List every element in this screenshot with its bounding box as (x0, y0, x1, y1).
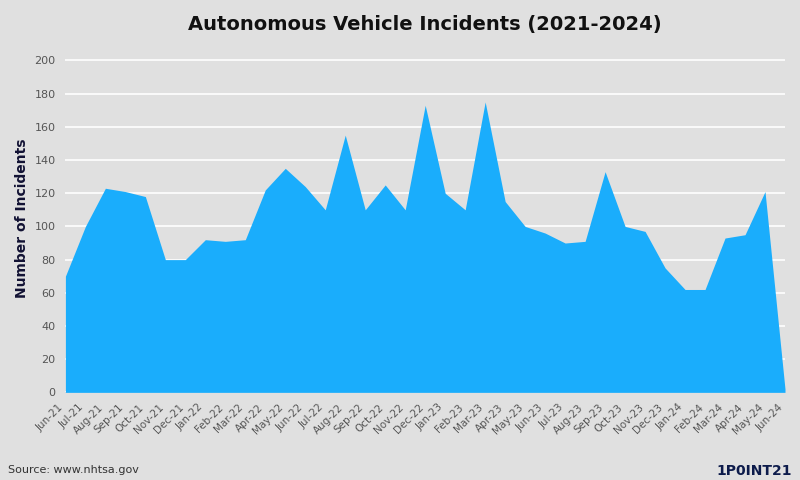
Y-axis label: Number of Incidents: Number of Incidents (15, 138, 29, 298)
Text: Source: www.nhtsa.gov: Source: www.nhtsa.gov (8, 465, 139, 475)
Title: Autonomous Vehicle Incidents (2021-2024): Autonomous Vehicle Incidents (2021-2024) (188, 15, 662, 34)
Text: 1P0INT21: 1P0INT21 (717, 464, 792, 478)
